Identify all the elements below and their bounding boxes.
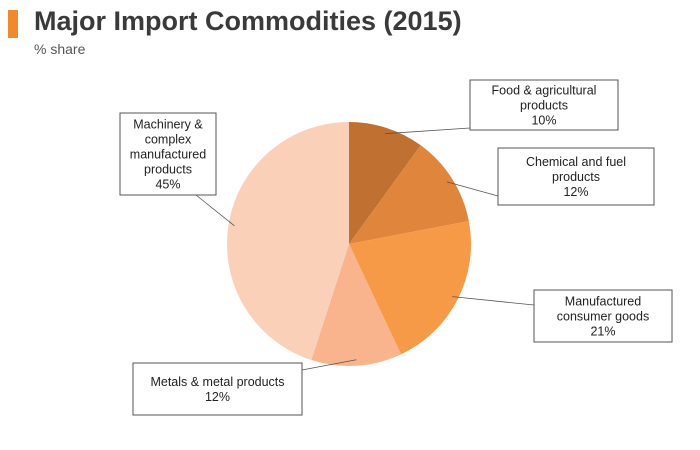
slice-value-label: 12% bbox=[205, 390, 230, 404]
slice-value-label: 45% bbox=[155, 178, 180, 192]
slice-category-label: Metals & metal products bbox=[150, 375, 284, 389]
slice-category-label: Food & agricultural bbox=[492, 84, 597, 98]
slice-category-label: consumer goods bbox=[557, 310, 649, 324]
callout-leader-line bbox=[301, 359, 357, 371]
pie-slice bbox=[226, 121, 349, 361]
slice-category-label: complex bbox=[145, 133, 192, 147]
callout-leader-line bbox=[452, 296, 535, 306]
callout-leader-line bbox=[195, 194, 235, 227]
slice-category-label: Manufactured bbox=[565, 295, 641, 309]
slice-category-label: products bbox=[520, 99, 568, 113]
title-accent-bar bbox=[8, 10, 18, 38]
pie-slice bbox=[311, 244, 401, 367]
callout-box bbox=[119, 112, 217, 196]
chart-subtitle: % share bbox=[34, 41, 86, 57]
slice-category-label: Chemical and fuel bbox=[526, 155, 626, 169]
callout-box bbox=[469, 79, 619, 131]
pie-slice bbox=[349, 221, 472, 355]
slice-category-label: products bbox=[552, 170, 600, 184]
callout-box bbox=[497, 147, 655, 206]
pie-slice bbox=[349, 122, 421, 244]
slice-category-label: products bbox=[144, 163, 192, 177]
callout-leader-line bbox=[384, 127, 471, 135]
slice-value-label: 10% bbox=[531, 114, 556, 128]
slice-category-label: manufactured bbox=[130, 148, 206, 162]
callout-leader-line bbox=[446, 181, 499, 197]
callout-box bbox=[533, 289, 673, 343]
callout-box bbox=[132, 362, 303, 416]
slice-value-label: 12% bbox=[563, 185, 588, 199]
pie-slice bbox=[349, 145, 469, 244]
slice-value-label: 21% bbox=[590, 325, 615, 339]
slice-category-label: Machinery & bbox=[133, 118, 203, 132]
chart-title: Major Import Commodities (2015) bbox=[34, 6, 462, 36]
